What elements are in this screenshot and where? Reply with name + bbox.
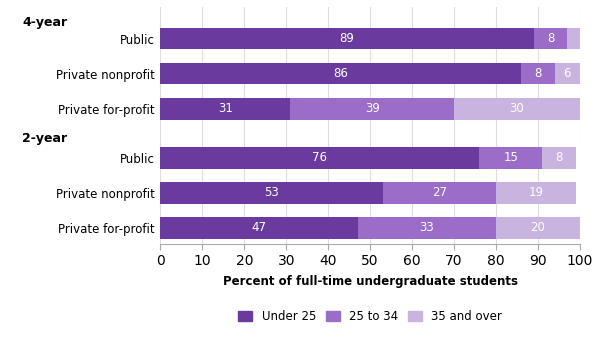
Text: 53: 53 [264, 186, 279, 199]
Bar [479, 147, 542, 169]
Text: 15: 15 [503, 151, 518, 164]
Text: 2-year: 2-year [22, 132, 67, 145]
Legend: Under 25, 25 to 34, 35 and over: Under 25, 25 to 34, 35 and over [233, 306, 507, 328]
Text: 31: 31 [218, 102, 233, 115]
Bar [534, 28, 567, 49]
Bar [160, 98, 290, 120]
Bar [160, 28, 534, 49]
Text: 8: 8 [555, 151, 563, 164]
Bar [160, 217, 358, 239]
Text: 6: 6 [563, 67, 571, 80]
Text: 89: 89 [340, 32, 355, 45]
Bar [160, 63, 521, 84]
Bar [554, 63, 580, 84]
Bar [454, 98, 580, 120]
Bar [383, 182, 496, 204]
Bar [496, 182, 575, 204]
Bar [521, 63, 554, 84]
Bar [567, 28, 580, 49]
X-axis label: Percent of full-time undergraduate students: Percent of full-time undergraduate stude… [223, 275, 518, 288]
Bar [160, 182, 383, 204]
Text: 4-year: 4-year [22, 16, 67, 29]
Bar [358, 217, 496, 239]
Text: 33: 33 [419, 221, 434, 235]
Text: 76: 76 [312, 151, 327, 164]
Text: 20: 20 [530, 221, 545, 235]
Text: 39: 39 [365, 102, 380, 115]
Text: 8: 8 [534, 67, 542, 80]
Bar [542, 147, 575, 169]
Bar [290, 98, 454, 120]
Text: 8: 8 [547, 32, 554, 45]
Bar [496, 217, 580, 239]
Text: 19: 19 [529, 186, 544, 199]
Text: 30: 30 [509, 102, 524, 115]
Text: 27: 27 [432, 186, 447, 199]
Bar [160, 147, 479, 169]
Text: 47: 47 [251, 221, 266, 235]
Text: 86: 86 [334, 67, 348, 80]
